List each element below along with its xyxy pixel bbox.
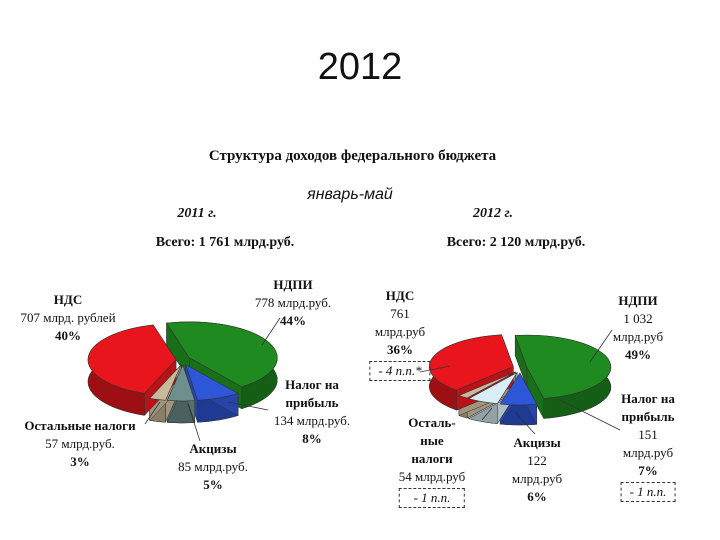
value-label: 5% [203,477,223,492]
amount-label: 761 млрд.руб [374,306,426,339]
leader-line [261,317,281,346]
leader-line [481,407,493,421]
slice-label: НДПИ 778 млрд.руб. 44% [255,276,331,330]
chart-total: Всего: 2 120 млрд.руб. [446,235,586,250]
value-label: 36% [387,342,413,357]
category-name: Остальные налоги [24,418,136,433]
value-label: 8% [302,431,322,446]
slice-label: Акцизы 85 млрд.руб. 5% [178,440,248,494]
slice-label: НДС 707 млрд. рублей 40% [20,291,115,345]
amount-label: 151 млрд.руб [622,427,674,460]
slice-label: Налог на прибыль 134 млрд.руб. 8% [274,376,350,448]
slice [514,334,612,399]
slice [499,372,538,406]
subtitle: Структура доходов федерального бюджета [208,148,497,164]
slice [166,364,196,402]
leader-line [559,399,621,431]
amount-label: 57 млрд.руб. [45,436,115,451]
leader-line [187,403,201,442]
slice [467,371,518,404]
change-note: - 4 п.п.* [369,361,431,381]
leader-line [419,365,451,373]
category-name: Осталь- ные налоги [408,415,456,466]
amount-label: 134 млрд.руб. [273,413,351,428]
slice [429,334,514,391]
value-label: 7% [638,463,658,478]
change-note: - 1 п.п. [398,488,466,508]
category-name: НДПИ [618,293,658,308]
slice-label: Налог на прибыль 151 млрд.руб 7% - 1 п.п. [620,390,676,502]
value-label: 6% [527,489,547,504]
category-name: НДС [53,292,83,307]
category-name: Акцизы [189,441,237,456]
chart-total: Всего: 1 761 млрд.руб. [155,235,295,250]
slice-label: Акцизы 122 млрд.руб 6% [512,434,562,506]
slice [458,371,516,399]
slice-label: НДС 761 млрд.руб 36% - 4 п.п.* [369,287,431,381]
amount-label: 1 032 млрд.руб [612,311,664,344]
category-name: НДС [385,288,415,303]
chart-title: 2012 г. [473,206,513,221]
value-label: 49% [625,347,651,362]
leader-line [589,329,613,363]
slice-label: НДПИ 1 032 млрд.руб 49% [613,292,663,364]
leader-line [514,411,536,435]
slice [185,363,239,401]
category-name: Налог на прибыль [621,391,675,424]
change-note: - 1 п.п. [620,482,676,502]
category-name: НДПИ [273,277,313,292]
value-label: 44% [280,313,306,328]
slice-label: Остальные налоги 57 млрд.руб. 3% [24,417,135,471]
amount-label: 85 млрд.руб. [178,459,248,474]
amount-label: 54 млрд.руб [398,469,466,484]
period: январь-май [307,186,393,203]
chart-title: 2011 г. [177,206,217,221]
amount-label: 122 млрд.руб [511,453,563,486]
value-label: 3% [70,454,90,469]
leader-line [144,401,161,425]
category-name: Налог на прибыль [285,377,339,410]
amount-label: 778 млрд.руб. [254,295,332,310]
value-label: 40% [54,328,81,343]
slice [87,324,177,394]
slice [148,364,182,401]
slide-title: 2012 [317,46,403,88]
category-name: Акцизы [513,435,561,450]
slice-label: Осталь- ные налоги 54 млрд.руб - 1 п.п. [398,414,466,508]
leader-line [227,401,269,411]
slice [166,321,278,388]
amount-label: 707 млрд. рублей [20,310,116,325]
